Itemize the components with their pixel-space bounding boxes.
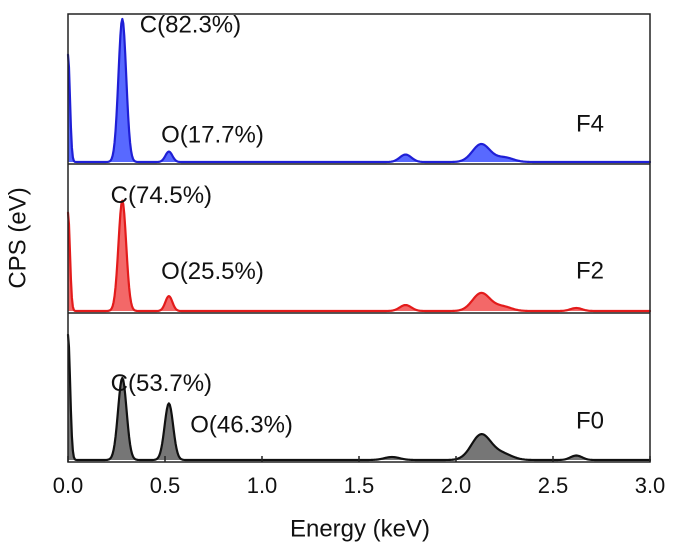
- series-line-f2: [66, 199, 652, 313]
- x-tick-label-4: 2.0: [441, 473, 472, 498]
- series-fill-f4: [68, 18, 650, 163]
- peak-label-f0-1: O(46.3%): [190, 412, 293, 439]
- x-tick-label-6: 3.0: [635, 473, 666, 498]
- peak-label-f2-0: C(74.5%): [111, 182, 212, 209]
- series-fill-f2: [68, 200, 650, 311]
- x-tick-label-2: 1.0: [247, 473, 278, 498]
- x-tick-label-5: 2.5: [538, 473, 569, 498]
- x-tick-label-0: 0.0: [53, 473, 84, 498]
- series-line-f4: [66, 17, 652, 164]
- series-line-f0: [66, 333, 652, 462]
- series-fill-f0: [68, 334, 650, 460]
- peak-label-f4-0: C(82.3%): [140, 11, 241, 38]
- y-axis-label: CPS (eV): [4, 187, 31, 288]
- peak-label-f4-1: O(17.7%): [161, 122, 264, 149]
- x-tick-label-1: 0.5: [150, 473, 181, 498]
- panel-label-f0: F0: [576, 407, 604, 434]
- x-axis-label: Energy (keV): [290, 515, 430, 542]
- peak-label-f0-0: C(53.7%): [111, 370, 212, 397]
- peak-label-f2-1: O(25.5%): [161, 258, 264, 285]
- panel-label-f2: F2: [576, 257, 604, 284]
- x-tick-label-3: 1.5: [344, 473, 375, 498]
- panel-label-f4: F4: [576, 110, 604, 137]
